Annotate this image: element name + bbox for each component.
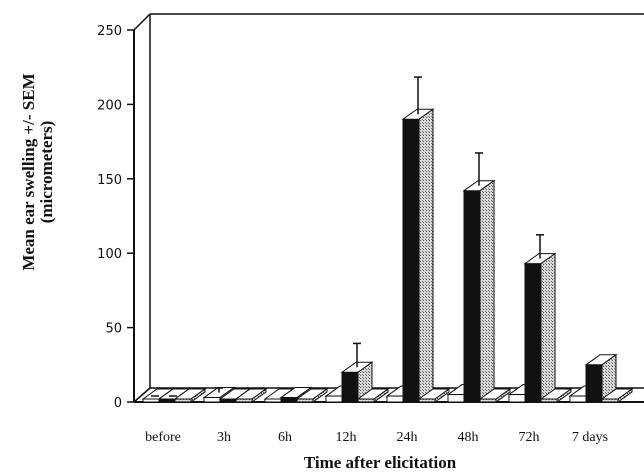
bar [295,388,329,403]
x-category-label: 6h [278,430,292,445]
y-tick-label: 150 [97,173,122,188]
y-tick-label: 200 [97,98,122,113]
bar [478,388,512,403]
bar [539,388,573,403]
x-category-label: 24h [397,430,418,445]
x-category-label: 7 days [572,430,608,445]
bar [356,388,390,403]
x-category-label: 48h [458,430,479,445]
bar [401,76,435,403]
x-category-label: 12h [336,430,357,445]
y-axis-title-line2: (micrometers) [37,121,56,224]
x-axis-title: Time after elicitation [304,453,457,472]
y-tick-label: 0 [114,396,122,411]
y-tick-label: 100 [97,247,122,262]
y-tick-label: 250 [97,24,122,39]
y-axis-title-line1: Mean ear swelling +/- SEM [19,73,38,270]
bar [523,234,557,403]
bar [584,353,618,403]
floor-depth-edge [133,387,151,403]
bar [173,388,207,403]
y-axis-ticks: 0 50 100 150 200 250 [97,24,134,411]
x-category-label: 3h [217,430,231,445]
chart-frame [133,13,644,403]
bar [417,388,451,403]
bar [600,388,634,403]
bar [462,152,496,403]
top-depth-edge [133,13,151,31]
bars [141,76,634,403]
y-tick-label: 50 [105,322,122,337]
x-category-label: before [145,430,181,445]
x-axis-category-labels: before 3h 6h 12h 24h 48h 72h 7 days [145,430,608,445]
bar [234,388,268,403]
x-category-label: 72h [519,430,540,445]
